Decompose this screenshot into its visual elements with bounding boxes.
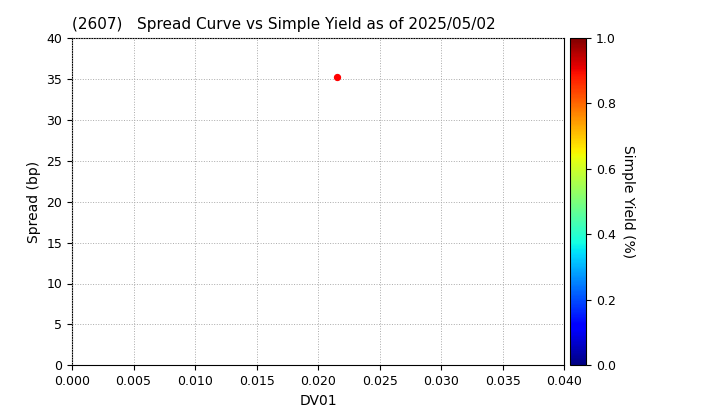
Point	[331, 74, 343, 81]
Y-axis label: Simple Yield (%): Simple Yield (%)	[621, 145, 635, 258]
Text: (2607)   Spread Curve vs Simple Yield as of 2025/05/02: (2607) Spread Curve vs Simple Yield as o…	[72, 18, 495, 32]
Y-axis label: Spread (bp): Spread (bp)	[27, 160, 41, 243]
X-axis label: DV01: DV01	[300, 394, 337, 408]
